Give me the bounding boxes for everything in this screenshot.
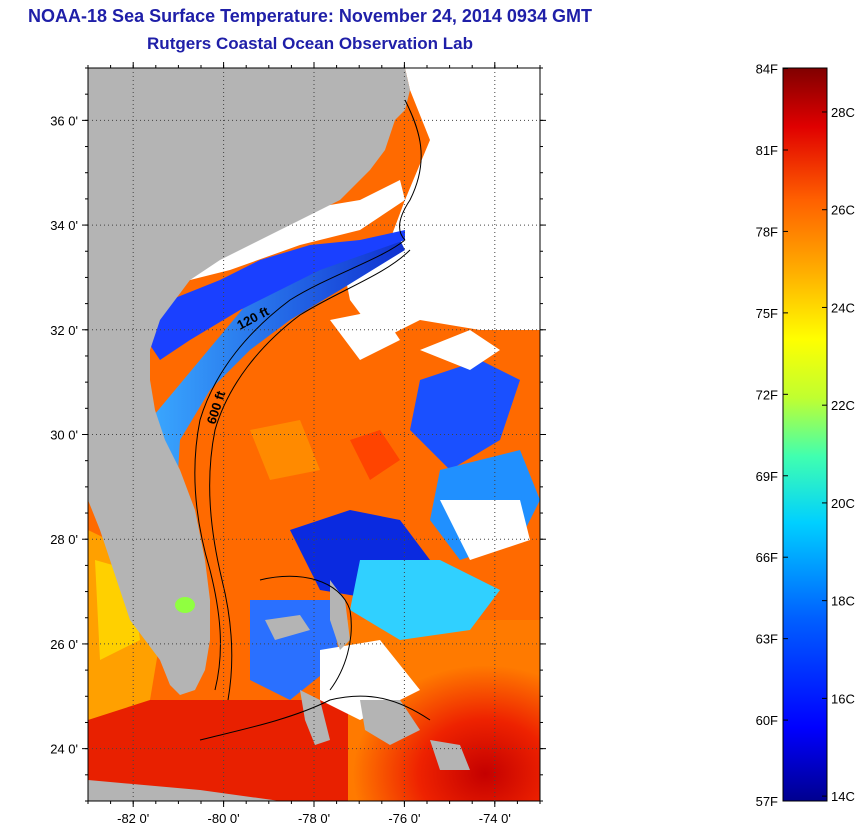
axis-ticks [82, 62, 546, 807]
colorbar-f-label: 69F [756, 469, 778, 484]
lat-tick-label: 28 0' [50, 532, 78, 547]
lon-tick-label: -82 0' [117, 811, 149, 826]
lat-tick-label: 26 0' [50, 637, 78, 652]
lat-tick-label: 32 0' [50, 323, 78, 338]
colorbar-c-label: 22C [831, 398, 855, 413]
colorbar-c-label: 20C [831, 496, 855, 511]
lon-tick-label: -76 0' [388, 811, 420, 826]
lon-tick-label: -74 0' [479, 811, 511, 826]
colorbar-c-label: 28C [831, 105, 855, 120]
colorbar-f-label: 63F [756, 632, 778, 647]
lat-tick-label: 34 0' [50, 218, 78, 233]
map-subtitle: Rutgers Coastal Ocean Observation Lab [147, 34, 473, 53]
colorbar-f-label: 66F [756, 550, 778, 565]
colorbar-c-label: 16C [831, 691, 855, 706]
lat-tick-label: 36 0' [50, 113, 78, 128]
contour-600ft [209, 249, 411, 701]
colorbar-f-label: 72F [756, 387, 778, 402]
colorbar-f-label: 81F [756, 143, 778, 158]
colorbar-f-label: 75F [756, 306, 778, 321]
lon-tick-label: -78 0' [298, 811, 330, 826]
map-title: NOAA-18 Sea Surface Temperature: Novembe… [28, 6, 592, 26]
lon-tick-label: -80 0' [208, 811, 240, 826]
colorbar-f-label: 57F [756, 794, 778, 809]
colorbar-c-label: 26C [831, 203, 855, 218]
lat-tick-label: 24 0' [50, 742, 78, 757]
contour-120ft [194, 239, 406, 691]
lat-tick-label: 30 0' [50, 428, 78, 443]
colorbar-c-label: 24C [831, 300, 855, 315]
island [330, 580, 350, 650]
graticule [88, 68, 540, 801]
axis-tick-labels: 36 0' 34 0' 32 0' 30 0' 28 0' 26 0' 24 0' -82 0… [50, 113, 511, 826]
colorbar-gradient [782, 67, 828, 802]
colorbar-c-label: 14C [831, 789, 855, 804]
colorbar-fahrenheit-labels: 84F 81F 78F 75F 72F 69F 66F 63F 60F 57F [756, 62, 788, 809]
cloud-area [340, 68, 540, 340]
colorbar-f-label: 84F [756, 62, 778, 77]
colorbar-f-label: 78F [756, 224, 778, 239]
lake [175, 597, 195, 613]
map-image [88, 68, 540, 801]
colorbar-c-label: 18C [831, 594, 855, 609]
colorbar-f-label: 60F [756, 713, 778, 728]
colorbar-celsius-labels: 28C 26C 24C 22C 20C 18C 16C 14C [822, 105, 855, 804]
